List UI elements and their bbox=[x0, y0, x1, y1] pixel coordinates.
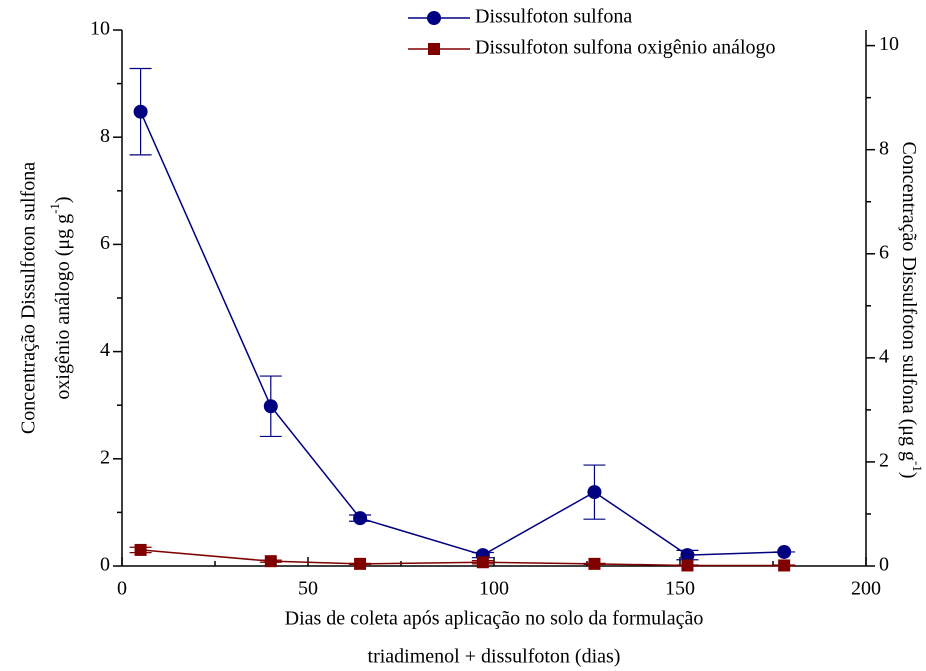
y2-tick-label: 4 bbox=[879, 345, 889, 367]
y-axis-label-part: ) bbox=[52, 196, 74, 203]
y-tick-label: 2 bbox=[100, 446, 110, 468]
y-axis-label: oxigênio análogo (μg g-1) bbox=[47, 196, 74, 399]
y-axis-label: Concentração Dissulfoton sulfona bbox=[18, 162, 40, 434]
x-tick-label: 0 bbox=[117, 578, 127, 600]
y2-tick-label: 8 bbox=[879, 137, 889, 159]
y2-tick-label: 0 bbox=[879, 554, 889, 576]
x-tick-label: 200 bbox=[851, 578, 881, 600]
data-point bbox=[134, 543, 147, 556]
y2-axis-label-part: ) bbox=[898, 472, 920, 479]
x-tick-label: 150 bbox=[665, 578, 695, 600]
legend-marker bbox=[427, 11, 441, 25]
data-point bbox=[264, 555, 277, 568]
x-axis-label: triadimenol + dissulfoton (dias) bbox=[368, 646, 621, 668]
data-point bbox=[263, 399, 278, 414]
data-point bbox=[588, 557, 601, 570]
y-tick-label: 0 bbox=[100, 554, 110, 576]
data-point bbox=[587, 485, 602, 500]
legend-label: Dissulfoton sulfona oxigênio análogo bbox=[475, 37, 776, 59]
y-axis-label-sup: -1 bbox=[47, 203, 62, 214]
x-axis-label: Dias de coleta após aplicação no solo da… bbox=[285, 608, 704, 630]
data-point bbox=[133, 104, 148, 119]
series-line bbox=[139, 111, 785, 556]
legend-marker bbox=[428, 43, 440, 55]
x-tick-label: 50 bbox=[298, 578, 318, 600]
data-point bbox=[476, 556, 489, 569]
data-point bbox=[680, 548, 695, 563]
y2-axis-label-sup: -1 bbox=[910, 461, 925, 472]
data-point bbox=[681, 559, 694, 572]
y-axis-label-part: oxigênio análogo (μg g bbox=[52, 214, 74, 400]
data-point bbox=[778, 559, 791, 572]
y2-axis-label-part: Concentração Dissulfoton sulfona (μg g bbox=[898, 141, 920, 461]
data-point bbox=[353, 511, 368, 526]
x-tick-label: 100 bbox=[479, 578, 509, 600]
legend-label: Dissulfoton sulfona bbox=[475, 6, 632, 28]
data-point bbox=[354, 557, 367, 570]
y2-axis-label: Concentração Dissulfoton sulfona (μg g-1… bbox=[898, 141, 925, 478]
y2-tick-label: 10 bbox=[879, 33, 899, 55]
y2-tick-label: 6 bbox=[879, 241, 889, 263]
y2-tick-label: 2 bbox=[879, 450, 889, 472]
y-tick-label: 4 bbox=[100, 339, 110, 361]
y-tick-label: 10 bbox=[90, 18, 110, 40]
y-tick-label: 8 bbox=[100, 125, 110, 147]
y-tick-label: 6 bbox=[100, 232, 110, 254]
data-point bbox=[777, 544, 792, 559]
